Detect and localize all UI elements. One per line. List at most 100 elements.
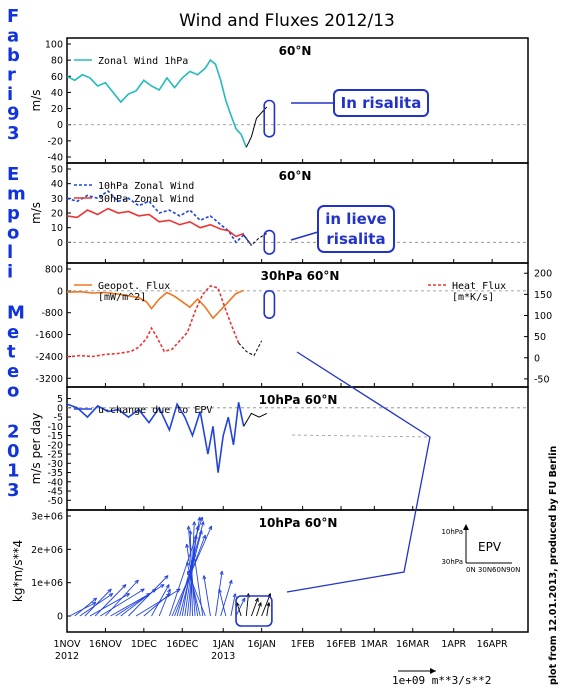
y-tick-label: 2e+06 <box>31 545 63 556</box>
vector-arrow <box>84 588 112 617</box>
vector-arrow <box>128 575 169 617</box>
y-tick-label: -5 <box>54 413 63 424</box>
y-axis-label: m/s <box>29 90 43 112</box>
vector-arrow-head <box>122 584 127 589</box>
callout-connector <box>290 231 319 241</box>
annotation-box <box>235 595 273 627</box>
chart-title: Wind and Fluxes 2012/13 <box>179 11 395 31</box>
vector-arrow <box>187 570 206 617</box>
series-line <box>243 233 268 247</box>
vector-arrow <box>230 593 236 617</box>
y-tick-label: 80 <box>51 56 63 67</box>
annotation-overlays: In risalita in lieve risalita <box>235 89 431 627</box>
y-tick-label: 0 <box>57 238 63 249</box>
watermark-letter: p <box>7 203 20 224</box>
callout-in-lieve-risalita <box>317 205 395 253</box>
watermark-letter: m <box>7 183 26 204</box>
y-tick-label: 60 <box>51 72 63 83</box>
callout-in-lieve-text: in lieve <box>325 210 386 228</box>
x-tick-label: 16DEC <box>166 639 198 650</box>
series-line <box>66 284 240 358</box>
epv-legend-ylabel: 10hPa <box>441 528 463 536</box>
y-tick-label: 5 <box>57 394 63 405</box>
vector-arrow-head <box>187 570 191 576</box>
y2-tick-label: 0 <box>534 353 540 364</box>
legend-label: Geopot. Flux <box>98 281 170 292</box>
vector-arrow-head <box>266 602 271 607</box>
watermark-letter: 3 <box>7 480 20 501</box>
vector-arrow <box>188 525 196 617</box>
annotation-box <box>263 229 276 255</box>
y-tick-label: -3200 <box>35 374 63 385</box>
watermark-letter: a <box>7 26 19 47</box>
vector-arrow <box>74 597 97 617</box>
y-tick-label: 3e+06 <box>31 512 63 523</box>
scale-arrow-head <box>430 668 436 674</box>
vector-arrow <box>100 588 145 617</box>
vector-arrow-head <box>185 543 190 548</box>
y-tick-label: 0 <box>57 120 63 131</box>
series-line <box>66 207 244 238</box>
series-line <box>66 58 248 148</box>
x-tick-label: 16NOV <box>89 639 123 650</box>
vector-arrow-head <box>200 521 205 526</box>
vector-arrow-head <box>108 593 114 598</box>
watermark-letter: E <box>7 164 19 185</box>
vector-arrow <box>203 575 211 617</box>
y-tick-label: -15 <box>47 431 63 442</box>
x-tick-label: 1DEC <box>131 639 157 650</box>
annotation-box <box>263 290 276 319</box>
vector-arrow-head <box>192 521 197 526</box>
x-tick-label: 16MAR <box>396 639 430 650</box>
x-tick-label: 16JAN <box>247 639 275 650</box>
vector-arrow <box>186 543 199 617</box>
y-tick-label: -45 <box>47 487 63 498</box>
y-tick-label: -50 <box>47 496 63 507</box>
y-tick-label: 20 <box>51 104 63 115</box>
panel-p2: 0 10 20 30 40 50 m/s 60°N 10hPa Zonal Wind 30hPa … <box>29 162 529 264</box>
vector-arrow <box>250 597 259 617</box>
vector-arrow-head <box>140 588 145 593</box>
panel-label: 10hPa 60°N <box>259 516 338 530</box>
vector-arrow <box>105 579 139 617</box>
y-tick-label: 0 <box>57 612 63 623</box>
panel-p5: 0 1e+06 2e+06 3e+06 kg*m/s**4 10hPa 60°N EPV 10… <box>11 509 529 633</box>
legend-label: 10hPa Zonal Wind <box>98 181 194 192</box>
vector-arrow <box>220 579 233 617</box>
callout-risalita-text: risalita <box>326 230 385 248</box>
vector-arrow <box>256 602 262 617</box>
vector-arrow-head <box>91 602 97 606</box>
vector-arrow <box>218 588 227 617</box>
vector-arrow <box>245 593 249 617</box>
vector-arrow-head <box>208 525 213 531</box>
x-tick-label: 16FEB <box>326 639 356 650</box>
vector-arrow <box>186 561 201 617</box>
watermark-letter: 9 <box>7 104 20 125</box>
vector-arrow-head <box>241 597 246 603</box>
scale-arrow: 1e+09 m**3/s**2 <box>392 668 491 687</box>
x-tick-label: 1FEB <box>291 639 315 650</box>
vector-arrow <box>115 584 165 617</box>
y-tick-label: 40 <box>51 179 63 190</box>
y-tick-label: 0 <box>57 403 63 414</box>
vector-arrow <box>266 602 270 617</box>
y2-tick-label: 50 <box>534 332 546 343</box>
y-tick-label: 100 <box>45 40 63 51</box>
epv-legend-xlabel: 0N 30N60N90N <box>466 566 520 574</box>
vector-arrow-head <box>257 602 262 607</box>
series-line <box>238 340 263 357</box>
x-tick-label: 1APR <box>441 639 466 650</box>
y-tick-label: 0 <box>57 286 63 297</box>
connector-polyline <box>286 351 431 593</box>
vector-arrow-head <box>134 579 139 584</box>
y-tick-label: -800 <box>41 308 63 319</box>
watermark-letter: o <box>7 222 19 243</box>
x-tick-label: 1MAR <box>361 639 389 650</box>
vector-arrow-head <box>193 534 198 539</box>
vector-arrow <box>143 593 171 617</box>
vector-arrow-head <box>197 516 202 522</box>
y-tick-label: 1e+06 <box>31 578 63 589</box>
vector-arrow <box>151 584 170 617</box>
